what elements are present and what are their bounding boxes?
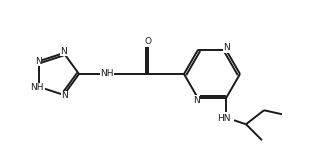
Text: NH: NH	[30, 83, 44, 92]
Text: N: N	[223, 43, 230, 52]
Text: NH: NH	[100, 69, 114, 78]
Text: N: N	[61, 91, 68, 100]
Text: N: N	[60, 47, 67, 56]
Text: O: O	[145, 36, 151, 45]
Text: N: N	[35, 57, 42, 66]
Text: HN: HN	[217, 114, 231, 123]
Text: N: N	[192, 96, 199, 105]
